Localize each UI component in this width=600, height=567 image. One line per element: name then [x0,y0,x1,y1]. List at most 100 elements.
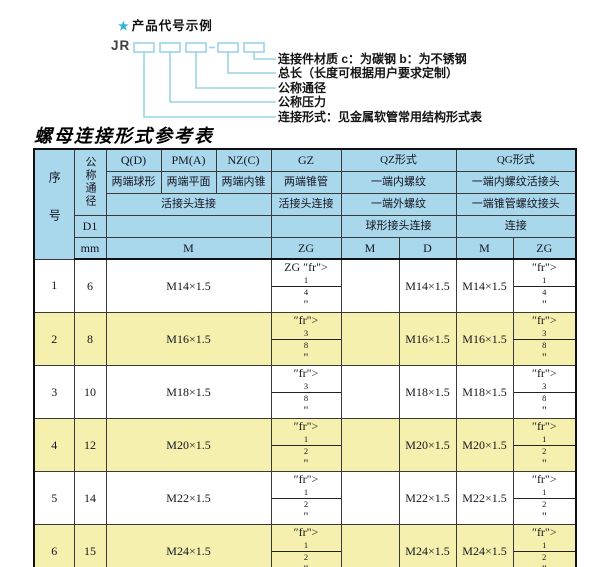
callout-line [143,52,276,118]
cell-seq: 2 [33,312,75,366]
cell-qg-m: M18×1.5 [455,365,514,419]
cell-dn: 10 [73,365,107,419]
cell-qz-d: M22×1.5 [398,471,457,525]
header-group-pma: PM(A) [160,148,217,172]
code-box [133,42,155,53]
header-group-qd: Q(D) [105,148,162,172]
cell-m: M24×1.5 [105,524,272,567]
cell-qz-m [340,365,400,419]
cell-dn: 8 [73,312,107,366]
header-unit-qz-m: M [340,236,400,260]
cell-qg-m: M16×1.5 [455,312,514,366]
cell-m: M20×1.5 [105,418,272,472]
cell-m: M22×1.5 [105,471,272,525]
header-group-gz: GZ [270,148,342,172]
cell-seq: 6 [33,524,75,567]
callout-length: 总长（长度可根据用户要求定制） [278,66,459,80]
cell-zg: ZG ″fr"> 1 4 " [270,258,342,313]
header-type-pma: 两端平面 [160,170,217,194]
cell-qz-d: M20×1.5 [398,418,457,472]
code-box [243,42,265,53]
cell-qg-zg: ″fr"> 3 8 " [512,365,577,419]
cell-m: M14×1.5 [105,258,272,313]
cell-qg-m: M24×1.5 [455,524,514,567]
cell-qz-d: M24×1.5 [398,524,457,567]
cell-qz-d: M18×1.5 [398,365,457,419]
nut-connection-reference-table: 序号 公称通径 Q(D) PM(A) NZ(C) GZ QZ形式 QG形式 两端… [33,148,578,567]
table-title: 螺母连接形式参考表 [34,126,214,147]
header-type-gz: 两端锥管 [270,170,342,194]
table-row: 4 12 M20×1.5 ″fr"> 1 2 " M20×1.5 M20×1.5 ″fr"> 1 2 " [33,418,577,472]
callout-pressure: 公称压力 [278,95,327,109]
header-unit-mm: mm [73,236,107,260]
callout-line [227,52,276,74]
header-unit-qz-d: D [398,236,457,260]
cell-m: M18×1.5 [105,365,272,419]
header-unit-zg: ZG [270,236,342,260]
table-row: 2 8 M16×1.5 ″fr"> 3 8 " M16×1.5 M16×1.5 ″fr"> 3 8 " [33,312,577,366]
cell-dn: 15 [73,524,107,567]
callout-lines-graphic [133,42,276,118]
cell-m: M16×1.5 [105,312,272,366]
callout-line [169,52,276,103]
diagram-heading-text: 产品代号示例 [131,19,213,33]
header-type-nzc: 两端内锥 [215,170,272,194]
cell-qg-zg: ″fr">12" [512,524,577,567]
table-row: 3 10 M18×1.5 ″fr"> 3 8 " M18×1.5 M18×1.5 ″fr"> 3 8 " [33,365,577,419]
header-d1: D1 [73,214,107,238]
code-box [159,42,181,53]
diagram-heading: ★ 产品代号示例 [118,15,213,34]
header-conn-left: 活接头连接 [105,192,272,216]
cell-qg-zg: ″fr"> 3 8 " [512,312,577,366]
header-group-qg: QG形式 [455,148,577,172]
callout-connection: 连接形式：见金属软管常用结构形式表 [278,110,483,124]
cell-qz-m [340,524,400,567]
cell-qz-d: M14×1.5 [398,258,457,313]
cell-seq: 5 [33,471,75,525]
cell-dn: 12 [73,418,107,472]
cell-seq: 3 [33,365,75,419]
table-row: 1 6 M14×1.5 ZG ″fr"> 1 4 " M14×1.5 M14×1.5 ″fr"> 1… [33,258,577,313]
cell-dn: 14 [73,471,107,525]
cell-qg-zg: ″fr"> 1 4 " [512,258,577,313]
cell-zg: ″fr"> 3 8 " [270,365,342,419]
cell-qz-m [340,471,400,525]
header-qg-taper-thread: 一端锥管螺纹接头 [455,192,577,216]
code-box [185,42,207,53]
cell-qz-m [340,312,400,366]
header-type-qd: 两端球形 [105,170,162,194]
cell-seq: 1 [33,258,75,313]
callout-material: 连接件材质 c：为碳钢 b：为不锈钢 [278,52,467,66]
header-qz-ball-conn: 球形接头连接 [340,214,457,238]
header-dn: 公称通径 [73,148,107,216]
header-unit-qg-zg: ZG [512,236,577,260]
code-prefix: JR [111,38,131,53]
callout-diameter: 公称通径 [278,81,327,95]
cell-dn: 6 [73,258,107,313]
header-blank-gz [270,214,342,238]
header-unit-m: M [105,236,272,260]
header-blank-left [105,214,272,238]
cell-qz-m [340,418,400,472]
header-seq: 序号 [33,148,75,260]
header-group-nzc: NZ(C) [215,148,272,172]
cell-seq: 4 [33,418,75,472]
table-row: 5 14 M22×1.5 ″fr"> 1 2 " M22×1.5 M22×1.5 ″fr"> 1 2 " [33,471,577,525]
header-unit-qg-m: M [455,236,514,260]
cell-qg-m: M14×1.5 [455,258,514,313]
code-box [217,42,239,53]
cell-qg-m: M20×1.5 [455,418,514,472]
header-type-qg: 一端内螺纹活接头 [455,170,577,194]
cell-zg: ″fr">12" [270,524,342,567]
header-qg-conn: 连接 [455,214,577,238]
callout-line [195,52,276,89]
cell-zg: ″fr"> 3 8 " [270,312,342,366]
cell-qg-m: M22×1.5 [455,471,514,525]
header-group-qz: QZ形式 [340,148,457,172]
